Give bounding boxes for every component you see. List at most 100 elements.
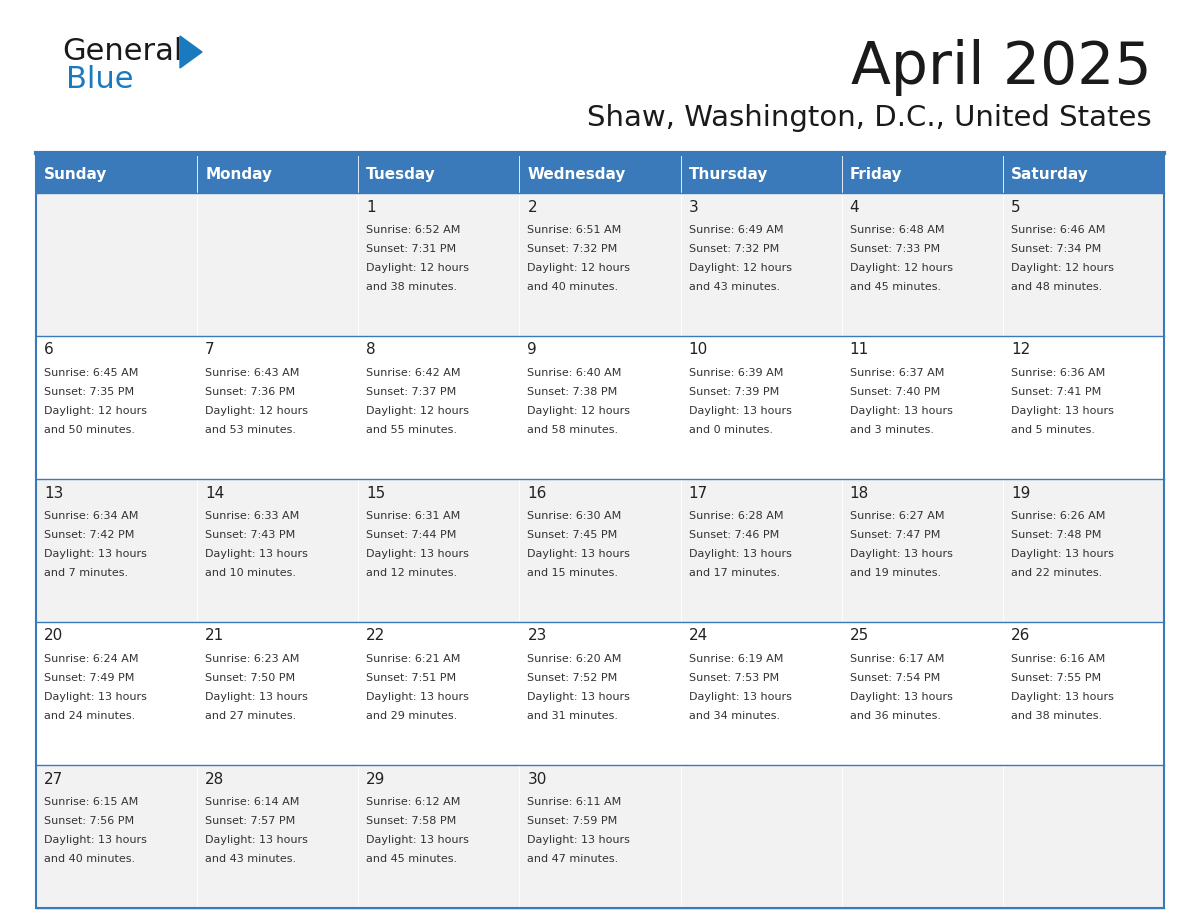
Text: 22: 22 bbox=[366, 629, 386, 644]
Text: Sunset: 7:33 PM: Sunset: 7:33 PM bbox=[849, 244, 940, 254]
Text: Sunset: 7:41 PM: Sunset: 7:41 PM bbox=[1011, 387, 1101, 397]
Bar bbox=[36, 155, 1164, 908]
Text: and 50 minutes.: and 50 minutes. bbox=[44, 425, 135, 435]
Bar bbox=[681, 155, 842, 193]
Bar bbox=[519, 336, 681, 479]
Text: Friday: Friday bbox=[849, 166, 903, 182]
Text: Saturday: Saturday bbox=[1011, 166, 1088, 182]
Text: and 27 minutes.: and 27 minutes. bbox=[206, 711, 296, 721]
Text: Sunset: 7:53 PM: Sunset: 7:53 PM bbox=[689, 673, 778, 683]
Bar bbox=[36, 155, 197, 193]
Text: Daylight: 12 hours: Daylight: 12 hours bbox=[366, 263, 469, 273]
Text: and 45 minutes.: and 45 minutes. bbox=[849, 282, 941, 292]
Text: Daylight: 12 hours: Daylight: 12 hours bbox=[1011, 263, 1114, 273]
Text: 28: 28 bbox=[206, 771, 225, 787]
Bar bbox=[36, 479, 197, 622]
Bar bbox=[681, 479, 842, 622]
Text: and 45 minutes.: and 45 minutes. bbox=[366, 854, 457, 864]
Bar bbox=[842, 765, 1003, 908]
Text: Sunset: 7:49 PM: Sunset: 7:49 PM bbox=[44, 673, 134, 683]
Text: Daylight: 12 hours: Daylight: 12 hours bbox=[689, 263, 791, 273]
Text: Sunset: 7:48 PM: Sunset: 7:48 PM bbox=[1011, 530, 1101, 540]
Bar bbox=[842, 622, 1003, 765]
Bar bbox=[681, 193, 842, 336]
Text: Sunset: 7:57 PM: Sunset: 7:57 PM bbox=[206, 816, 296, 826]
Text: Daylight: 13 hours: Daylight: 13 hours bbox=[366, 692, 469, 702]
Bar bbox=[681, 622, 842, 765]
Text: 20: 20 bbox=[44, 629, 63, 644]
Bar bbox=[197, 622, 359, 765]
Bar bbox=[36, 336, 197, 479]
Text: Sunrise: 6:40 AM: Sunrise: 6:40 AM bbox=[527, 368, 621, 378]
Text: Sunset: 7:34 PM: Sunset: 7:34 PM bbox=[1011, 244, 1101, 254]
Text: Daylight: 12 hours: Daylight: 12 hours bbox=[206, 406, 308, 416]
Text: Daylight: 12 hours: Daylight: 12 hours bbox=[527, 406, 631, 416]
Text: Sunrise: 6:14 AM: Sunrise: 6:14 AM bbox=[206, 797, 299, 807]
Text: Sunset: 7:32 PM: Sunset: 7:32 PM bbox=[689, 244, 779, 254]
Text: Sunset: 7:52 PM: Sunset: 7:52 PM bbox=[527, 673, 618, 683]
Bar bbox=[197, 765, 359, 908]
Text: Daylight: 13 hours: Daylight: 13 hours bbox=[527, 835, 631, 845]
Bar bbox=[842, 155, 1003, 193]
Text: Sunset: 7:35 PM: Sunset: 7:35 PM bbox=[44, 387, 134, 397]
Text: Sunrise: 6:30 AM: Sunrise: 6:30 AM bbox=[527, 511, 621, 521]
Bar bbox=[1003, 155, 1164, 193]
Text: and 34 minutes.: and 34 minutes. bbox=[689, 711, 779, 721]
Text: Sunrise: 6:33 AM: Sunrise: 6:33 AM bbox=[206, 511, 299, 521]
Text: and 10 minutes.: and 10 minutes. bbox=[206, 568, 296, 578]
Text: Sunrise: 6:23 AM: Sunrise: 6:23 AM bbox=[206, 654, 299, 664]
Text: Daylight: 13 hours: Daylight: 13 hours bbox=[849, 692, 953, 702]
Text: Sunrise: 6:42 AM: Sunrise: 6:42 AM bbox=[366, 368, 461, 378]
Bar bbox=[359, 193, 519, 336]
Text: Sunrise: 6:46 AM: Sunrise: 6:46 AM bbox=[1011, 225, 1105, 235]
Text: 13: 13 bbox=[44, 486, 63, 500]
Text: Daylight: 13 hours: Daylight: 13 hours bbox=[849, 406, 953, 416]
Text: Daylight: 13 hours: Daylight: 13 hours bbox=[206, 692, 308, 702]
Text: 15: 15 bbox=[366, 486, 386, 500]
Text: and 36 minutes.: and 36 minutes. bbox=[849, 711, 941, 721]
Text: Sunrise: 6:37 AM: Sunrise: 6:37 AM bbox=[849, 368, 944, 378]
Text: Tuesday: Tuesday bbox=[366, 166, 436, 182]
Text: 24: 24 bbox=[689, 629, 708, 644]
Text: 4: 4 bbox=[849, 199, 859, 215]
Bar bbox=[519, 479, 681, 622]
Bar bbox=[681, 336, 842, 479]
Text: 19: 19 bbox=[1011, 486, 1030, 500]
Text: 17: 17 bbox=[689, 486, 708, 500]
Text: Sunset: 7:39 PM: Sunset: 7:39 PM bbox=[689, 387, 779, 397]
Text: 21: 21 bbox=[206, 629, 225, 644]
Text: Sunrise: 6:20 AM: Sunrise: 6:20 AM bbox=[527, 654, 621, 664]
Text: Daylight: 13 hours: Daylight: 13 hours bbox=[44, 835, 147, 845]
Text: Daylight: 13 hours: Daylight: 13 hours bbox=[44, 549, 147, 559]
Text: Sunset: 7:42 PM: Sunset: 7:42 PM bbox=[44, 530, 134, 540]
Text: Sunset: 7:43 PM: Sunset: 7:43 PM bbox=[206, 530, 296, 540]
Text: Daylight: 13 hours: Daylight: 13 hours bbox=[1011, 692, 1113, 702]
Text: Sunrise: 6:12 AM: Sunrise: 6:12 AM bbox=[366, 797, 461, 807]
Text: and 19 minutes.: and 19 minutes. bbox=[849, 568, 941, 578]
Bar bbox=[359, 155, 519, 193]
Text: and 3 minutes.: and 3 minutes. bbox=[849, 425, 934, 435]
Text: 9: 9 bbox=[527, 342, 537, 357]
Text: Sunset: 7:47 PM: Sunset: 7:47 PM bbox=[849, 530, 940, 540]
Text: Sunrise: 6:31 AM: Sunrise: 6:31 AM bbox=[366, 511, 461, 521]
Text: 1: 1 bbox=[366, 199, 375, 215]
Text: and 7 minutes.: and 7 minutes. bbox=[44, 568, 128, 578]
Text: Sunrise: 6:51 AM: Sunrise: 6:51 AM bbox=[527, 225, 621, 235]
Text: Daylight: 13 hours: Daylight: 13 hours bbox=[527, 549, 631, 559]
Text: 7: 7 bbox=[206, 342, 215, 357]
Bar bbox=[519, 155, 681, 193]
Text: and 53 minutes.: and 53 minutes. bbox=[206, 425, 296, 435]
Text: Daylight: 12 hours: Daylight: 12 hours bbox=[44, 406, 147, 416]
Bar bbox=[36, 193, 197, 336]
Text: Sunrise: 6:11 AM: Sunrise: 6:11 AM bbox=[527, 797, 621, 807]
Text: Sunset: 7:37 PM: Sunset: 7:37 PM bbox=[366, 387, 456, 397]
Text: Daylight: 13 hours: Daylight: 13 hours bbox=[206, 835, 308, 845]
Text: Daylight: 13 hours: Daylight: 13 hours bbox=[44, 692, 147, 702]
Bar bbox=[519, 765, 681, 908]
Text: and 38 minutes.: and 38 minutes. bbox=[366, 282, 457, 292]
Text: and 0 minutes.: and 0 minutes. bbox=[689, 425, 772, 435]
Text: 6: 6 bbox=[44, 342, 53, 357]
Text: and 31 minutes.: and 31 minutes. bbox=[527, 711, 619, 721]
Text: and 5 minutes.: and 5 minutes. bbox=[1011, 425, 1095, 435]
Text: Sunset: 7:31 PM: Sunset: 7:31 PM bbox=[366, 244, 456, 254]
